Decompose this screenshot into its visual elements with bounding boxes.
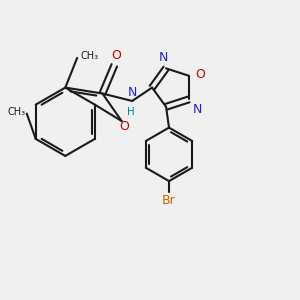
Text: O: O — [119, 120, 129, 133]
Text: CH₃: CH₃ — [80, 51, 98, 62]
Text: N: N — [128, 86, 137, 100]
Text: O: O — [111, 49, 121, 62]
Text: N: N — [193, 103, 203, 116]
Text: CH₃: CH₃ — [7, 107, 25, 117]
Text: O: O — [195, 68, 205, 81]
Text: N: N — [158, 51, 168, 64]
Text: H: H — [127, 107, 135, 118]
Text: Br: Br — [162, 194, 176, 207]
